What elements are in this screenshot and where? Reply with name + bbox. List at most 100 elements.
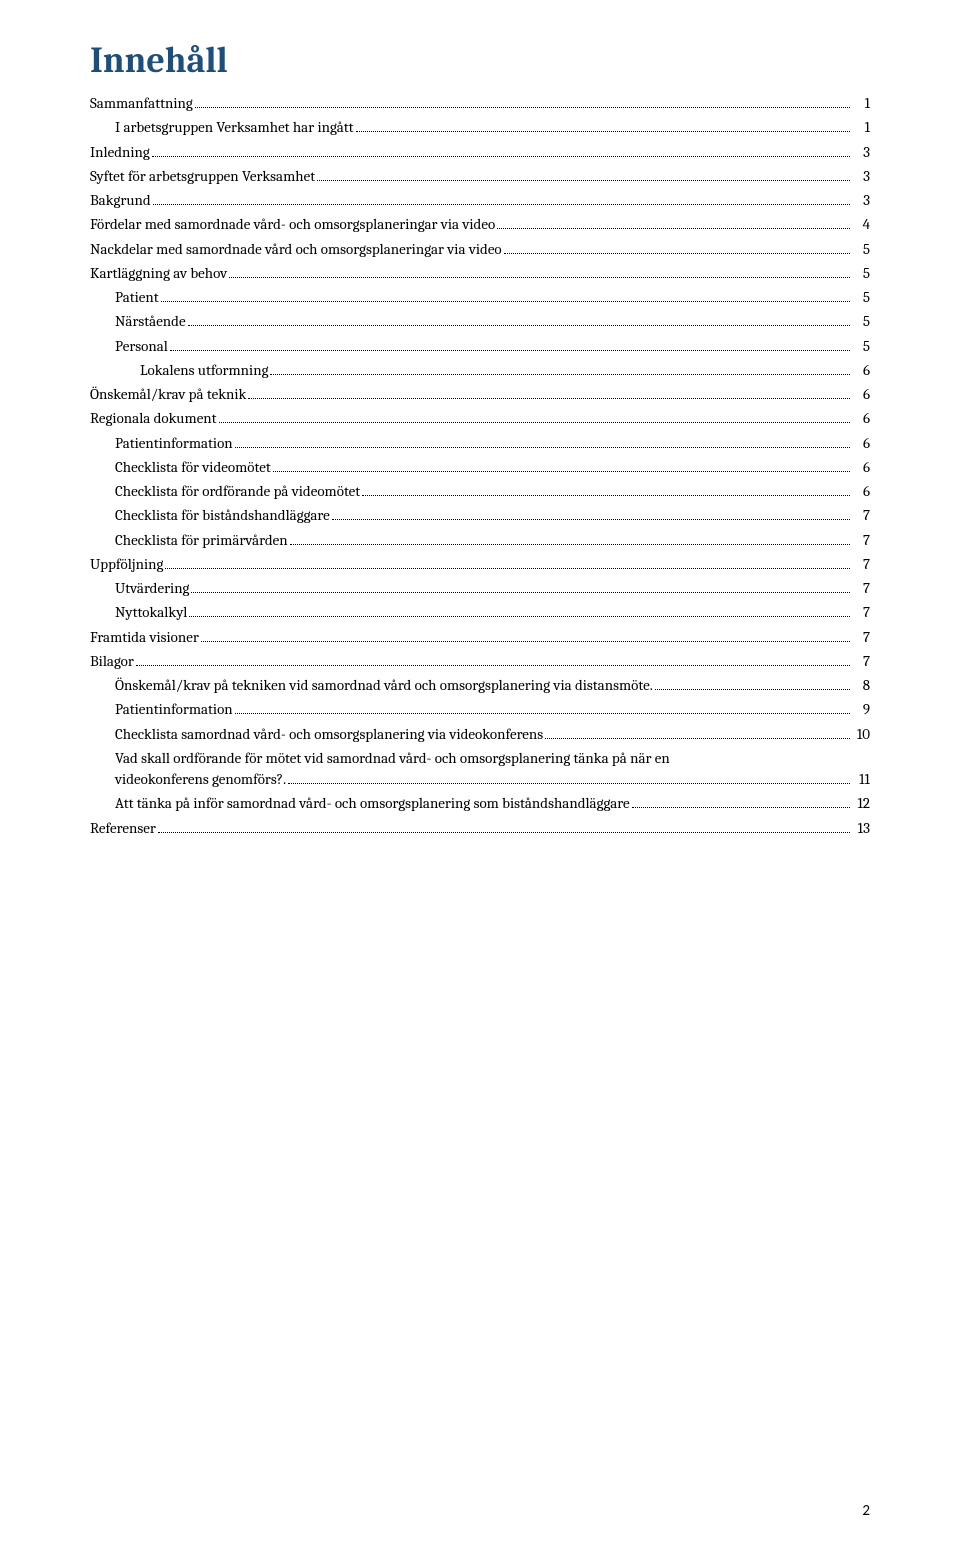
toc-page-number: 6 <box>852 410 870 427</box>
toc-label-line1: Vad skall ordförande för mötet vid samor… <box>115 750 870 767</box>
toc-leader-dots <box>497 228 850 229</box>
toc-label: Kartläggning av behov <box>90 265 227 282</box>
toc-label: Fördelar med samordnade vård- och omsorg… <box>90 216 495 233</box>
toc-leader-dots <box>288 783 850 784</box>
toc-entry[interactable]: Att tänka på inför samordnad vård- och o… <box>90 795 870 812</box>
toc-label: Önskemål/krav på teknik <box>90 386 246 403</box>
toc-leader-dots <box>165 568 850 569</box>
page-title: Innehåll <box>90 40 870 81</box>
toc-entry[interactable]: Regionala dokument 6 <box>90 410 870 427</box>
toc-entry[interactable]: Checklista för videomötet 6 <box>90 459 870 476</box>
toc-entry[interactable]: Önskemål/krav på teknik 6 <box>90 386 870 403</box>
toc-leader-dots <box>545 738 850 739</box>
toc-label: Uppföljning <box>90 556 163 573</box>
toc-label: Närstående <box>115 313 186 330</box>
toc-entry[interactable]: Patientinformation 6 <box>90 435 870 452</box>
toc-label: Lokalens utformning <box>140 362 268 379</box>
toc-leader-dots <box>170 350 850 351</box>
toc-leader-dots <box>195 107 850 108</box>
toc-entry[interactable]: Patientinformation9 <box>90 701 870 718</box>
toc-entry[interactable]: Checklista för biståndshandläggare7 <box>90 507 870 524</box>
toc-entry[interactable]: Nackdelar med samordnade vård och omsorg… <box>90 241 870 258</box>
toc-entry[interactable]: Sammanfattning1 <box>90 95 870 112</box>
toc-page-number: 7 <box>852 580 870 597</box>
toc-entry[interactable]: Närstående 5 <box>90 313 870 330</box>
toc-page-number: 10 <box>852 726 870 743</box>
toc-label: Checklista för videomötet <box>115 459 271 476</box>
toc-entry[interactable]: Personal5 <box>90 338 870 355</box>
toc-label: Inledning <box>90 144 150 161</box>
toc-page-number: 1 <box>852 119 870 136</box>
toc-leader-dots <box>332 519 850 520</box>
toc-label: Checklista för ordförande på videomötet <box>115 483 360 500</box>
toc-page-number: 3 <box>852 168 870 185</box>
toc-entry[interactable]: Checklista för ordförande på videomötet6 <box>90 483 870 500</box>
toc-entry[interactable]: Bakgrund3 <box>90 192 870 209</box>
toc-label: Personal <box>115 338 168 355</box>
toc-entry[interactable]: Utvärdering7 <box>90 580 870 597</box>
toc-entry[interactable]: Referenser 13 <box>90 820 870 837</box>
toc-entry[interactable]: Önskemål/krav på tekniken vid samordnad … <box>90 677 870 694</box>
page-number: 2 <box>862 1502 870 1520</box>
toc-page-number: 3 <box>852 192 870 209</box>
toc-entry[interactable]: Patient5 <box>90 289 870 306</box>
toc-leader-dots <box>201 641 850 642</box>
toc-leader-dots <box>191 592 850 593</box>
toc-entry[interactable]: I arbetsgruppen Verksamhet har ingått 1 <box>90 119 870 136</box>
toc-label: Patientinformation <box>115 435 233 452</box>
toc-leader-dots <box>189 616 850 617</box>
toc-page-number: 6 <box>852 435 870 452</box>
toc-page-number: 5 <box>852 313 870 330</box>
toc-leader-dots <box>655 689 850 690</box>
toc-page-number: 4 <box>852 216 870 233</box>
toc-leader-dots <box>219 422 850 423</box>
toc-entry[interactable]: Uppföljning7 <box>90 556 870 573</box>
toc-page-number: 7 <box>852 532 870 549</box>
toc-label: Checklista samordnad vård- och omsorgspl… <box>115 726 543 743</box>
toc-page-number: 7 <box>852 604 870 621</box>
toc-entry[interactable]: Nyttokalkyl7 <box>90 604 870 621</box>
toc-entry[interactable]: Vad skall ordförande för mötet vid samor… <box>90 750 870 789</box>
toc-leader-dots <box>152 156 850 157</box>
toc-leader-dots <box>235 447 850 448</box>
toc-label: I arbetsgruppen Verksamhet har ingått <box>115 119 354 136</box>
toc-entry[interactable]: Inledning3 <box>90 144 870 161</box>
toc-page-number: 5 <box>852 265 870 282</box>
toc-leader-dots <box>632 807 850 808</box>
toc-leader-dots <box>235 713 850 714</box>
toc-page-number: 7 <box>852 629 870 646</box>
toc-label: Regionala dokument <box>90 410 217 427</box>
toc-leader-dots <box>161 301 850 302</box>
toc-entry[interactable]: Fördelar med samordnade vård- och omsorg… <box>90 216 870 233</box>
toc-label: Att tänka på inför samordnad vård- och o… <box>115 795 630 812</box>
toc-entry[interactable]: Lokalens utformning 6 <box>90 362 870 379</box>
toc-entry[interactable]: Bilagor7 <box>90 653 870 670</box>
toc-label: Referenser <box>90 820 156 837</box>
toc-label: Checklista för biståndshandläggare <box>115 507 330 524</box>
toc-label: Patientinformation <box>115 701 233 718</box>
toc-label: Syftet för arbetsgruppen Verksamhet <box>90 168 315 185</box>
toc-leader-dots <box>188 325 850 326</box>
toc-entry[interactable]: Framtida visioner7 <box>90 629 870 646</box>
toc-entry[interactable]: Checklista samordnad vård- och omsorgspl… <box>90 726 870 743</box>
toc-leader-dots <box>229 277 850 278</box>
toc-leader-dots <box>290 544 850 545</box>
toc-page-number: 6 <box>852 386 870 403</box>
toc-entry[interactable]: Syftet för arbetsgruppen Verksamhet 3 <box>90 168 870 185</box>
toc-page-number: 6 <box>852 362 870 379</box>
toc-page-number: 13 <box>852 820 870 837</box>
toc-page-number: 12 <box>852 795 870 812</box>
toc-leader-dots <box>270 374 850 375</box>
toc-page-number: 5 <box>852 241 870 258</box>
table-of-contents: Sammanfattning1 I arbetsgruppen Verksamhe… <box>90 95 870 837</box>
toc-label: Checklista för primärvården <box>115 532 288 549</box>
toc-page-number: 5 <box>852 289 870 306</box>
toc-entry[interactable]: Checklista för primärvården 7 <box>90 532 870 549</box>
toc-page-number: 8 <box>852 677 870 694</box>
toc-page-number: 6 <box>852 459 870 476</box>
document-page: Innehåll Sammanfattning1 I arbetsgruppen … <box>0 0 960 1550</box>
toc-leader-dots <box>248 398 850 399</box>
toc-entry[interactable]: Kartläggning av behov 5 <box>90 265 870 282</box>
toc-leader-dots <box>273 471 850 472</box>
toc-leader-dots <box>153 204 850 205</box>
